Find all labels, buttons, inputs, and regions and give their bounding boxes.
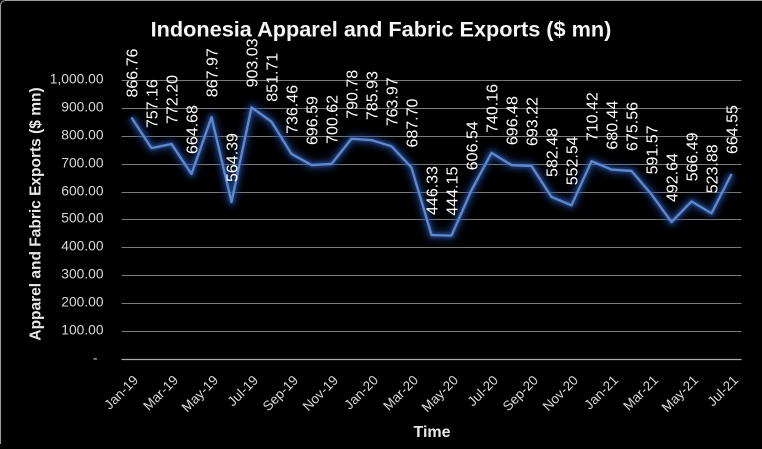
svg-text:763.97: 763.97 [385,77,402,126]
svg-text:866.76: 866.76 [125,48,142,97]
svg-text:800.00: 800.00 [61,127,104,142]
svg-text:693.22: 693.22 [525,97,542,146]
svg-text:523.88: 523.88 [705,144,722,193]
svg-text:552.54: 552.54 [565,136,582,185]
svg-text:790.78: 790.78 [345,70,362,119]
svg-text:700.00: 700.00 [61,155,104,170]
svg-text:Indonesia Apparel and Fabric E: Indonesia Apparel and Fabric Exports ($ … [151,17,612,42]
svg-text:903.03: 903.03 [245,38,262,87]
svg-text:492.64: 492.64 [665,153,682,202]
svg-text:675.56: 675.56 [625,102,642,151]
svg-text:100.00: 100.00 [61,322,104,337]
svg-text:566.49: 566.49 [685,132,702,181]
svg-text:Apparel and Fabric Exports ($: Apparel and Fabric Exports ($ mn) [28,87,45,340]
svg-text:606.54: 606.54 [465,121,482,170]
svg-text:772.20: 772.20 [165,75,182,124]
svg-text:710.42: 710.42 [585,92,602,141]
svg-text:1,000.00: 1,000.00 [50,71,104,86]
svg-text:200.00: 200.00 [61,294,104,309]
svg-text:740.16: 740.16 [485,84,502,133]
svg-text:300.00: 300.00 [61,266,104,281]
svg-text:-: - [93,350,98,365]
svg-text:680.44: 680.44 [605,101,622,150]
svg-text:785.93: 785.93 [365,71,382,120]
svg-text:696.59: 696.59 [305,96,322,145]
svg-text:Time: Time [413,424,450,441]
svg-text:582.48: 582.48 [545,128,562,177]
svg-text:591.57: 591.57 [645,125,662,174]
svg-text:696.48: 696.48 [505,96,522,145]
svg-text:687.70: 687.70 [405,99,422,148]
svg-text:664.68: 664.68 [185,105,202,154]
svg-text:867.97: 867.97 [205,48,222,97]
svg-text:600.00: 600.00 [61,183,104,198]
svg-text:444.15: 444.15 [445,167,462,216]
svg-text:900.00: 900.00 [61,99,104,114]
svg-text:564.39: 564.39 [225,133,242,182]
svg-text:446.33: 446.33 [425,166,442,215]
svg-text:664.55: 664.55 [725,105,742,154]
svg-text:400.00: 400.00 [61,238,104,253]
svg-text:736.46: 736.46 [285,85,302,134]
svg-text:851.71: 851.71 [265,53,282,102]
svg-text:500.00: 500.00 [61,210,104,225]
svg-text:757.16: 757.16 [145,79,162,128]
svg-text:700.62: 700.62 [325,95,342,144]
